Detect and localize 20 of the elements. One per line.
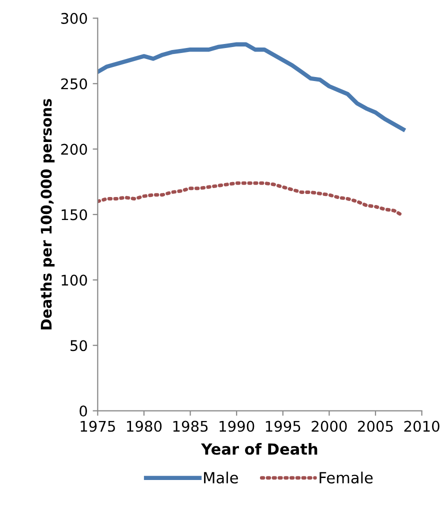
y-axis-title: Deaths per 100,000 persons <box>40 99 55 330</box>
x-tick-label: 2005 <box>358 420 393 432</box>
x-tick-label: 1990 <box>220 420 254 432</box>
x-axis-title: Year of Death <box>200 442 318 455</box>
x-tick-label: 1975 <box>80 420 115 432</box>
legend-label: Female <box>320 472 373 484</box>
y-tick-label: 250 <box>61 78 87 90</box>
y-tick-label: 200 <box>61 144 87 155</box>
x-tick-label: 1980 <box>127 420 162 432</box>
x-tick-label: 2000 <box>312 420 347 432</box>
y-tick-label: 0 <box>80 406 87 417</box>
y-tick-label: 50 <box>70 340 87 352</box>
x-tick-label: 1985 <box>173 420 208 432</box>
line-series <box>98 42 406 132</box>
x-tick-label: 1995 <box>266 420 300 432</box>
legend-label: Male <box>204 472 238 484</box>
x-tick-label: 2010 <box>404 420 440 432</box>
y-tick-label: 150 <box>62 209 87 220</box>
y-tick-label: 300 <box>61 12 87 24</box>
y-tick-label: 100 <box>62 274 87 286</box>
